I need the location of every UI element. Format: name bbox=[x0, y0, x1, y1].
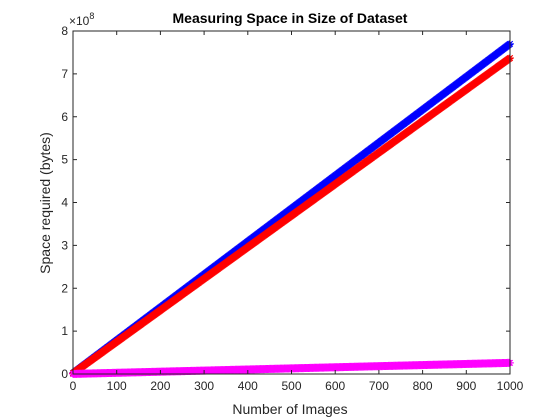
series-layer bbox=[69, 39, 514, 378]
y-exponent-base: ×10 bbox=[69, 14, 90, 28]
series-2 bbox=[69, 358, 514, 378]
x-tick-label: 1000 bbox=[497, 379, 524, 393]
y-tick-label: 2 bbox=[61, 281, 68, 295]
y-tick-label: 5 bbox=[61, 153, 68, 167]
y-tick-label: 7 bbox=[61, 67, 68, 81]
y-exponent-power: 8 bbox=[89, 11, 94, 21]
y-tick-label: 3 bbox=[61, 238, 68, 252]
x-tick-label: 900 bbox=[456, 379, 476, 393]
x-tick-label: 400 bbox=[238, 379, 258, 393]
x-axis-ticks: 0 100 200 300 400 500 600 700 800 900 1000 bbox=[70, 31, 524, 393]
x-tick-label: 0 bbox=[70, 379, 77, 393]
x-tick-label: 100 bbox=[107, 379, 127, 393]
y-exponent-label: ×108 bbox=[69, 11, 94, 28]
chart-title: Measuring Space in Size of Dataset bbox=[173, 10, 408, 26]
y-tick-label: 1 bbox=[61, 324, 68, 338]
series-1 bbox=[69, 54, 514, 378]
x-tick-label: 300 bbox=[194, 379, 214, 393]
y-tick-label: 8 bbox=[61, 24, 68, 38]
x-tick-label: 200 bbox=[150, 379, 170, 393]
y-tick-label: 6 bbox=[61, 110, 68, 124]
x-tick-label: 500 bbox=[281, 379, 301, 393]
y-tick-label: 0 bbox=[61, 367, 68, 381]
x-tick-label: 700 bbox=[369, 379, 389, 393]
x-axis-label: Number of Images bbox=[232, 401, 347, 417]
x-tick-label: 600 bbox=[325, 379, 345, 393]
x-tick-label: 800 bbox=[413, 379, 433, 393]
y-axis-label: Space required (bytes) bbox=[37, 132, 53, 274]
y-axis-ticks: 0 1 2 3 4 5 6 7 8 bbox=[61, 24, 510, 381]
y-tick-label: 4 bbox=[61, 196, 68, 210]
